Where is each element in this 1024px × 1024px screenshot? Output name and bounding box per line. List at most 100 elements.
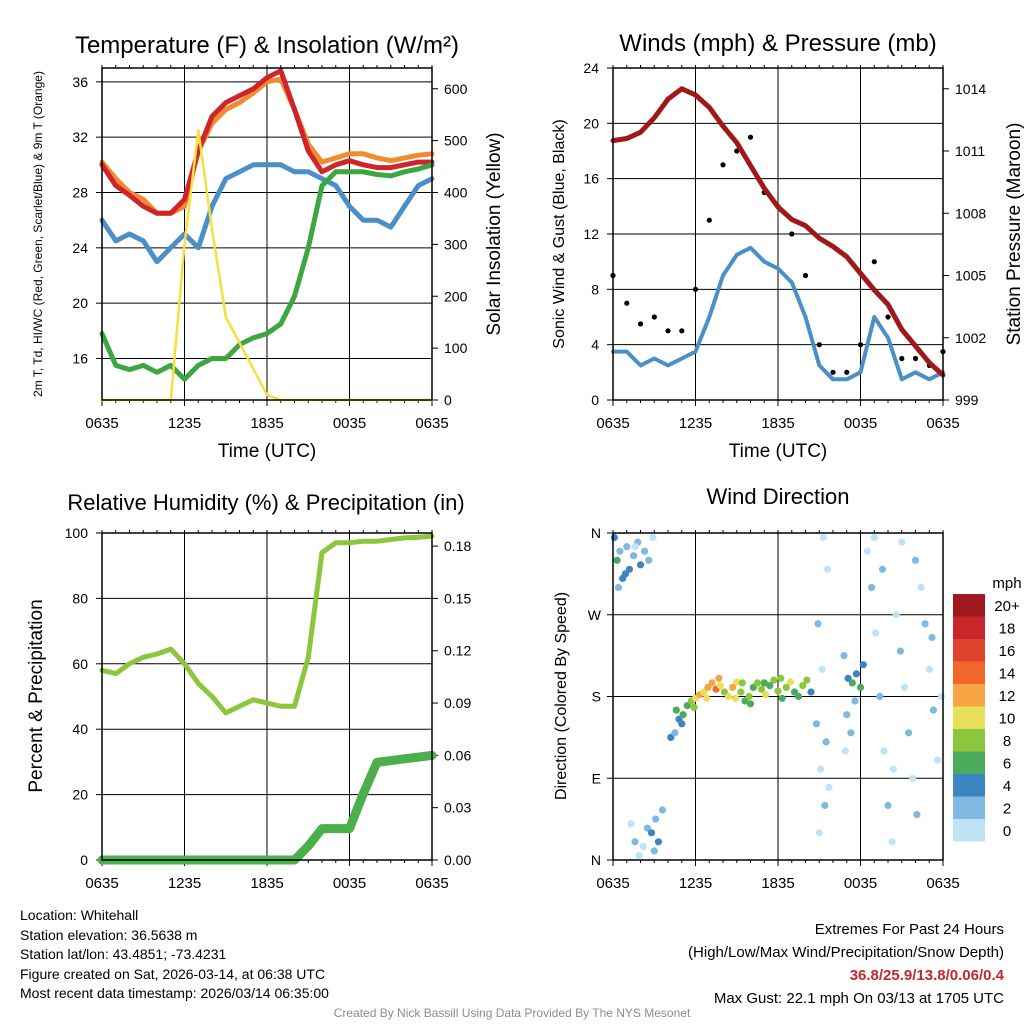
wdir-point [679, 711, 687, 719]
temp-ytick-label: 32 [72, 129, 88, 145]
winds-ytick-label: 24 [583, 60, 599, 76]
winds-gust-point [912, 355, 919, 362]
wdir-point [870, 533, 878, 542]
wdir-point [843, 711, 851, 719]
wdir-point [613, 556, 621, 564]
wdir-ytick-label: E [592, 770, 601, 786]
winds-gust-point [871, 259, 877, 265]
winds-gust-point [706, 217, 712, 223]
wdir-title: Wind Direction [706, 484, 849, 509]
wdir-legend-swatch [953, 661, 985, 684]
wdir-ytick-label: N [591, 852, 601, 868]
winds-ytick-label: 12 [583, 226, 599, 242]
wdir-point [786, 678, 795, 686]
temp-series-wind-chill [99, 162, 435, 265]
wdir-legend-swatch [953, 729, 985, 752]
winds-series-sonic-wind [611, 245, 945, 382]
wdir-point [610, 533, 619, 542]
wdir-point [863, 547, 872, 555]
wdir-point [746, 700, 755, 708]
winds-gust-point [802, 272, 809, 279]
rh-xtick-label: 1835 [250, 875, 283, 892]
wdir-point [851, 697, 859, 705]
wdir-point [925, 665, 933, 673]
rh-title: Relative Humidity (%) & Precipitation (i… [67, 490, 464, 515]
wdir-point [821, 801, 829, 810]
winds-xlabel: Time (UTC) [729, 441, 828, 462]
temp-xtick-label: 0635 [85, 415, 118, 432]
wdir-point [852, 670, 861, 678]
winds-series-station-pressure [610, 86, 946, 378]
wdir-point [757, 685, 766, 693]
wdir-point [738, 679, 746, 687]
wdir-point [729, 683, 737, 692]
wdir-point [859, 661, 867, 669]
wdir-point [635, 851, 643, 860]
winds-xtick-label: 1235 [679, 415, 712, 432]
wdir-point [782, 683, 790, 692]
wdir-point [823, 565, 832, 573]
wdir-legend-label: 8 [1003, 733, 1011, 750]
wdir-point [815, 829, 823, 837]
wdir-point [900, 683, 909, 692]
wdir-point [745, 692, 753, 701]
rh-ytick-label: 60 [72, 656, 88, 672]
wdir-point [683, 702, 691, 710]
winds-xtick-label: 1835 [761, 415, 794, 432]
wdir-point [917, 583, 925, 592]
wdir-point [867, 583, 876, 592]
extremes-values: 36.8/25.9/13.8/0.06/0.4 [849, 967, 1004, 984]
wdir-point [641, 547, 649, 555]
temp-ylabel-right: Solar Insolation (Yellow) [484, 132, 505, 335]
wdir-legend-swatch [953, 616, 985, 639]
winds-xtick-label: 0035 [844, 415, 877, 432]
winds-gust-point [679, 328, 685, 334]
wdir-point [731, 694, 740, 702]
wdir-point [737, 688, 745, 696]
winds-gust-point [830, 369, 836, 375]
elevation-text: Station elevation: 36.5638 m [20, 926, 198, 943]
wdir-point [872, 629, 880, 637]
wdir-ytick-label: S [592, 689, 601, 705]
rh-xtick-label: 0635 [415, 875, 448, 892]
wdir-point [630, 552, 638, 560]
wdir-xtick-label: 1235 [679, 875, 712, 892]
temp-xtick-label: 0635 [415, 415, 448, 432]
wdir-xtick-label: 0635 [926, 875, 959, 892]
winds-ytick-label: 16 [583, 171, 599, 187]
wdir-point [649, 533, 657, 542]
rh-ytick-label: 80 [72, 590, 88, 606]
temp-ylabel-left: 2m T, Td, HI/WC (Red, Green, Scarlet/Blu… [31, 71, 45, 397]
winds-ytick-label: 0 [591, 392, 599, 408]
winds-gust-point [692, 286, 699, 292]
wdir-legend-label: 6 [1003, 756, 1011, 773]
wdir-point [639, 842, 647, 851]
rh-ytick-right-label: 0.06 [444, 747, 471, 763]
winds-gust-point [885, 314, 891, 320]
location-text: Location: Whitehall [20, 907, 139, 923]
temp-ytick-right-label: 0 [444, 392, 452, 408]
rh-ytick-label: 40 [72, 721, 88, 737]
temp-ytick-right-label: 400 [444, 185, 468, 201]
wdir-point [799, 682, 807, 690]
wdir-legend-label: 4 [1003, 778, 1011, 795]
winds-ytick-right-label: 1008 [955, 205, 986, 221]
wdir-point [909, 774, 917, 782]
wdir-point [650, 847, 658, 855]
winds-ytick-right-label: 1002 [955, 330, 986, 346]
wdir-point [762, 691, 770, 699]
wdir-point [822, 738, 830, 746]
wdir-point [760, 679, 768, 687]
rh-ytick-label: 0 [80, 852, 88, 868]
temp-plot-border [101, 67, 433, 401]
wdir-point [766, 682, 774, 690]
wdir-point [856, 683, 865, 692]
winds-ytick-label: 4 [591, 337, 599, 353]
station-info: Location: Whitehall Station elevation: 3… [20, 906, 329, 1004]
wdir-point [616, 547, 624, 555]
wdir-legend-swatch [953, 819, 985, 842]
winds-gust-point [844, 369, 850, 375]
wdir-point [905, 729, 913, 737]
winds-gust-point [624, 300, 630, 306]
